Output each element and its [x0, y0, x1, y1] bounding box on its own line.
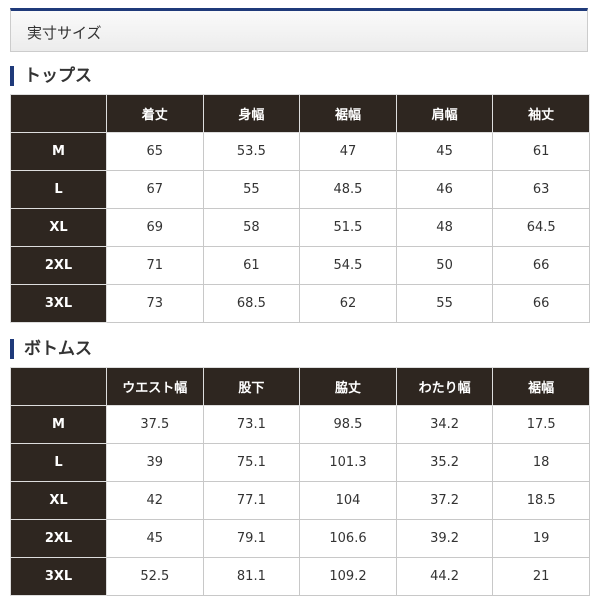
measurement-cell: 42 — [106, 481, 204, 520]
size-label: XL — [10, 208, 107, 247]
measurement-cell: 48.5 — [299, 170, 397, 209]
measurement-cell: 46 — [395, 170, 494, 209]
size-label: 2XL — [10, 246, 107, 285]
corner-cell — [10, 367, 107, 406]
measurement-cell: 79.1 — [202, 519, 301, 558]
measurement-cell: 58 — [202, 208, 301, 247]
size-label: M — [10, 405, 107, 444]
measurement-cell: 67 — [106, 170, 204, 209]
size-label: XL — [10, 481, 107, 520]
page-title: 実寸サイズ — [27, 24, 102, 42]
column-header: 股下 — [202, 367, 301, 406]
measurement-cell: 61 — [492, 132, 590, 171]
measurement-cell: 21 — [492, 557, 590, 596]
measurement-cell: 18 — [492, 443, 590, 482]
measurement-cell: 18.5 — [492, 481, 590, 520]
measurement-cell: 44.2 — [395, 557, 494, 596]
measurement-cell: 37.5 — [106, 405, 204, 444]
table-row: L 39 75.1 101.3 35.2 18 — [10, 443, 590, 482]
column-header: 脇丈 — [299, 367, 397, 406]
measurement-cell: 73 — [106, 284, 204, 323]
measurement-cell: 50 — [395, 246, 494, 285]
measurement-cell: 54.5 — [299, 246, 397, 285]
measurement-cell: 17.5 — [492, 405, 590, 444]
measurement-cell: 66 — [492, 246, 590, 285]
measurement-cell: 81.1 — [202, 557, 301, 596]
measurement-cell: 45 — [395, 132, 494, 171]
column-header: わたり幅 — [395, 367, 494, 406]
measurement-cell: 104 — [299, 481, 397, 520]
measurement-cell: 55 — [395, 284, 494, 323]
column-header: ウエスト幅 — [106, 367, 204, 406]
table-row: 2XL 45 79.1 106.6 39.2 19 — [10, 519, 590, 558]
measurement-cell: 45 — [106, 519, 204, 558]
table-row: M 37.5 73.1 98.5 34.2 17.5 — [10, 405, 590, 444]
measurement-cell: 109.2 — [299, 557, 397, 596]
size-label: L — [10, 443, 107, 482]
measurement-cell: 101.3 — [299, 443, 397, 482]
column-header: 着丈 — [106, 94, 204, 133]
measurement-cell: 53.5 — [202, 132, 301, 171]
measurement-cell: 39.2 — [395, 519, 494, 558]
measurement-cell: 39 — [106, 443, 204, 482]
measurement-cell: 98.5 — [299, 405, 397, 444]
section-header: 実寸サイズ — [10, 8, 588, 52]
size-label: 3XL — [10, 557, 107, 596]
table-row: 3XL 73 68.5 62 55 66 — [10, 284, 590, 323]
measurement-cell: 52.5 — [106, 557, 204, 596]
bottoms-size-table: ウエスト幅 股下 脇丈 わたり幅 裾幅 M 37.5 73.1 98.5 34.2 17.5 L 39 7… — [10, 367, 590, 596]
header-row: ウエスト幅 股下 脇丈 わたり幅 裾幅 — [10, 367, 590, 406]
size-label: 2XL — [10, 519, 107, 558]
table-row: L 67 55 48.5 46 63 — [10, 170, 590, 209]
column-header: 裾幅 — [492, 367, 590, 406]
measurement-cell: 73.1 — [202, 405, 301, 444]
measurement-cell: 51.5 — [299, 208, 397, 247]
measurement-cell: 65 — [106, 132, 204, 171]
table-row: 3XL 52.5 81.1 109.2 44.2 21 — [10, 557, 590, 596]
measurement-cell: 71 — [106, 246, 204, 285]
measurement-cell: 37.2 — [395, 481, 494, 520]
column-header: 裾幅 — [299, 94, 397, 133]
bottoms-heading: ボトムス — [10, 339, 92, 359]
measurement-cell: 62 — [299, 284, 397, 323]
table-row: M 65 53.5 47 45 61 — [10, 132, 590, 171]
measurement-cell: 66 — [492, 284, 590, 323]
measurement-cell: 19 — [492, 519, 590, 558]
measurement-cell: 77.1 — [202, 481, 301, 520]
measurement-cell: 55 — [202, 170, 301, 209]
column-header: 肩幅 — [395, 94, 494, 133]
column-header: 身幅 — [202, 94, 301, 133]
column-header: 袖丈 — [492, 94, 590, 133]
header-row: 着丈 身幅 裾幅 肩幅 袖丈 — [10, 94, 590, 133]
table-row: 2XL 71 61 54.5 50 66 — [10, 246, 590, 285]
measurement-cell: 34.2 — [395, 405, 494, 444]
measurement-cell: 35.2 — [395, 443, 494, 482]
tops-size-table: 着丈 身幅 裾幅 肩幅 袖丈 M 65 53.5 47 45 61 L 67 55 48.5 46 63 XL 69… — [10, 94, 590, 323]
measurement-cell: 48 — [395, 208, 494, 247]
measurement-cell: 47 — [299, 132, 397, 171]
corner-cell — [10, 94, 107, 133]
size-label: M — [10, 132, 107, 171]
size-label: L — [10, 170, 107, 209]
measurement-cell: 106.6 — [299, 519, 397, 558]
measurement-cell: 68.5 — [202, 284, 301, 323]
measurement-cell: 63 — [492, 170, 590, 209]
measurement-cell: 64.5 — [492, 208, 590, 247]
measurement-cell: 69 — [106, 208, 204, 247]
table-row: XL 42 77.1 104 37.2 18.5 — [10, 481, 590, 520]
tops-heading: トップス — [10, 66, 92, 86]
measurement-cell: 61 — [202, 246, 301, 285]
size-label: 3XL — [10, 284, 107, 323]
measurement-cell: 75.1 — [202, 443, 301, 482]
table-row: XL 69 58 51.5 48 64.5 — [10, 208, 590, 247]
